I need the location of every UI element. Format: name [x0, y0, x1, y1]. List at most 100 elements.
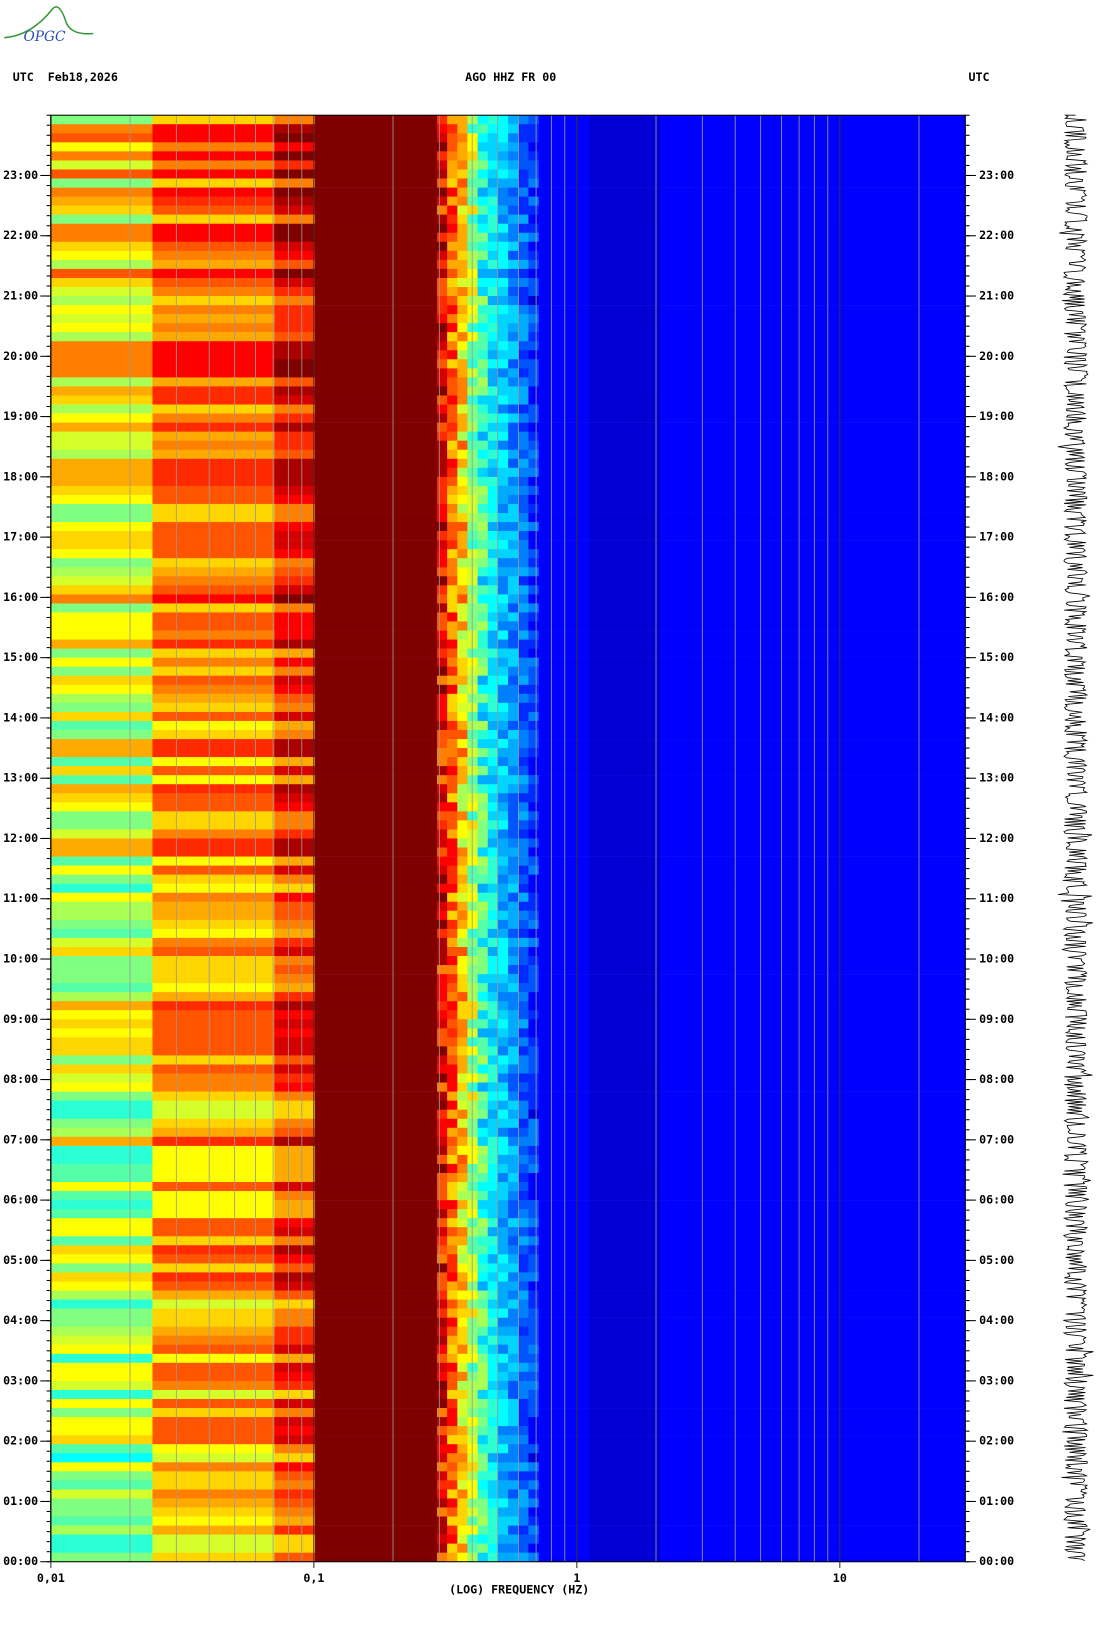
spectrogram-cell — [589, 223, 661, 234]
spectrogram-cell — [274, 874, 316, 884]
spectrogram-cell — [477, 1173, 489, 1183]
spectrogram-cell — [436, 332, 448, 342]
spectrogram-cell — [518, 1326, 529, 1337]
spectrogram-cell — [447, 585, 458, 595]
spectrogram-cell — [467, 666, 478, 677]
spectrogram-cell — [508, 1191, 519, 1201]
spectrogram-cell — [315, 196, 438, 206]
spectrogram-cell — [528, 522, 539, 532]
spectrogram-cell — [50, 1055, 153, 1065]
spectrogram-cell — [487, 847, 499, 857]
spectrogram-cell — [152, 955, 275, 966]
spectrogram-cell — [152, 1308, 275, 1318]
spectrogram-cell — [487, 151, 499, 161]
spectrogram-cell — [315, 1073, 448, 1083]
spectrogram-cell — [538, 955, 590, 966]
spectrogram-cell — [457, 1408, 468, 1418]
spectrogram-cell — [274, 1326, 316, 1337]
y-tick-label: 03:00 — [3, 1373, 38, 1387]
spectrogram-cell — [467, 449, 478, 460]
spectrogram-cell — [436, 621, 448, 631]
spectrogram-cell — [274, 1552, 316, 1563]
spectrogram-cell — [477, 1218, 489, 1228]
spectrogram-cell — [589, 729, 661, 740]
spectrogram-cell — [152, 422, 275, 432]
spectrogram-cell — [508, 1398, 519, 1409]
spectrogram-cell — [487, 259, 499, 270]
spectrogram-cell — [467, 160, 478, 170]
spectrogram-cell — [447, 1019, 458, 1029]
spectrogram-cell — [487, 513, 499, 523]
spectrogram-cell — [528, 883, 590, 894]
spectrogram-cell — [467, 413, 478, 423]
spectrogram-cell — [660, 865, 966, 875]
y-tick-label-right: 21:00 — [979, 289, 1014, 303]
spectrogram-cell — [50, 124, 153, 134]
spectrogram-cell — [467, 594, 478, 604]
spectrogram-cell — [436, 567, 448, 577]
spectrogram-cell — [152, 1417, 275, 1427]
spectrogram-cell — [660, 1109, 966, 1120]
spectrogram-cell — [50, 693, 153, 704]
spectrogram-cell — [589, 1552, 661, 1563]
spectrogram-cell — [497, 1371, 509, 1382]
spectrogram-cell — [477, 612, 489, 622]
x-tick-label: 0,1 — [303, 1571, 324, 1585]
y-tick-label-right: 03:00 — [979, 1373, 1014, 1387]
spectrogram-cell — [274, 1435, 316, 1445]
spectrogram-cell — [497, 1290, 509, 1300]
spectrogram-cell — [660, 1227, 966, 1237]
spectrogram-cell — [274, 892, 316, 903]
spectrogram-cell — [315, 250, 438, 261]
spectrogram-cell — [447, 467, 458, 478]
spectrogram-cell — [467, 775, 478, 785]
spectrogram-cell — [274, 992, 316, 1002]
spectrogram-cell — [538, 232, 590, 243]
spectrogram-cell — [274, 1398, 316, 1409]
spectrogram-cell — [528, 305, 539, 315]
spectrogram-cell — [152, 965, 275, 975]
spectrogram-cell — [538, 1010, 590, 1020]
spectrogram-cell — [589, 341, 661, 351]
spectrogram-cell — [660, 720, 966, 731]
spectrogram-cell — [447, 983, 458, 993]
spectrogram-cell — [152, 1082, 275, 1092]
spectrogram-cell — [508, 883, 519, 894]
spectrogram-cell — [152, 214, 275, 224]
spectrogram-cell — [518, 955, 529, 966]
spectrogram-cell — [487, 1326, 499, 1337]
spectrogram-cell — [518, 440, 529, 451]
spectrogram-cell — [660, 1019, 966, 1029]
spectrogram-cell — [538, 250, 590, 261]
spectrogram-cell — [528, 856, 539, 866]
spectrogram-cell — [152, 160, 275, 170]
spectrogram-cell — [538, 440, 590, 451]
spectrogram-cell — [50, 142, 153, 152]
spectrogram-cell — [589, 648, 661, 658]
spectrogram-cell — [477, 1435, 489, 1445]
y-tick-label: 06:00 — [3, 1193, 38, 1207]
spectrogram-cell — [274, 341, 316, 351]
spectrogram-cell — [457, 892, 468, 903]
spectrogram-cell — [518, 585, 529, 595]
spectrogram-cell — [50, 585, 153, 595]
spectrogram-cell — [487, 377, 499, 387]
spectrogram-cell — [589, 1218, 661, 1228]
spectrogram-cell — [508, 910, 519, 921]
spectrogram-cell — [538, 838, 590, 848]
spectrogram-cell — [589, 1245, 661, 1255]
spectrogram-cell — [518, 1073, 539, 1083]
spectrogram-cell — [447, 838, 458, 848]
spectrogram-cell — [660, 377, 966, 387]
spectrogram-cell — [152, 1227, 275, 1237]
y-tick-label: 18:00 — [3, 469, 38, 483]
spectrogram-cell — [508, 404, 519, 414]
spectrogram-cell — [528, 711, 539, 722]
spectrogram-cell — [518, 865, 529, 875]
spectrogram-cell — [467, 1236, 478, 1246]
spectrogram-cell — [497, 160, 509, 170]
spectrogram-cell — [50, 1552, 153, 1563]
spectrogram-cell — [477, 820, 489, 830]
spectrogram-cell — [457, 1290, 478, 1300]
spectrogram-cell — [497, 1552, 529, 1563]
